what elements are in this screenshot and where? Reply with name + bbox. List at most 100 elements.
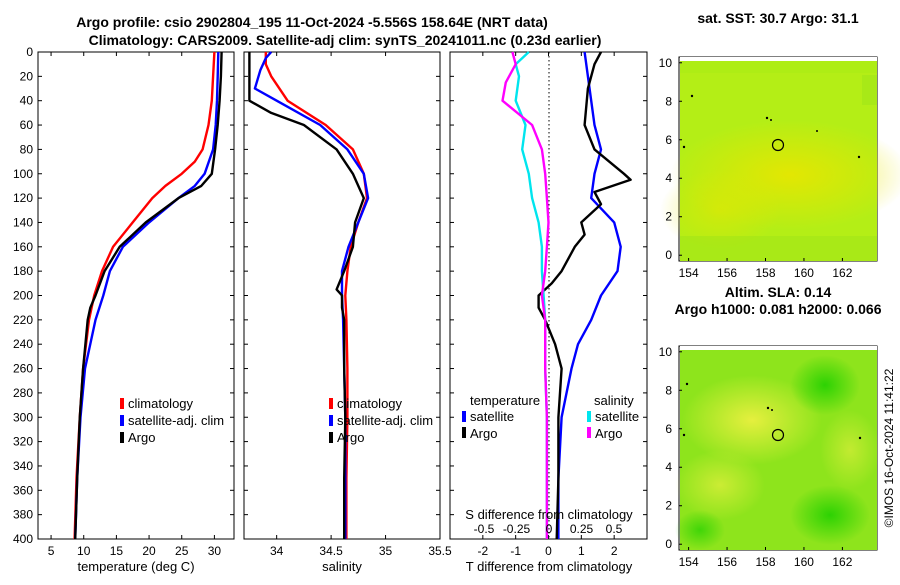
sla-low-patch — [790, 355, 860, 415]
salinity-difference-tick-labels: -0.5 -0.25 0 0.25 0.5 — [474, 522, 623, 536]
sst-nodata-strip — [680, 57, 877, 61]
legend-title-temperature: temperature — [470, 393, 540, 408]
map-x-tick-label: 160 — [794, 555, 814, 569]
map-y-tick-label: 8 — [665, 94, 672, 108]
series-line-salinity-argo — [501, 51, 550, 539]
legend-swatch-temp-satellite — [462, 411, 466, 422]
series-line-argo — [74, 51, 223, 540]
depth-tick-label: 400 — [13, 532, 33, 546]
depth-tick-label: 360 — [13, 483, 33, 497]
copyright-stamp: ©IMOS 16-Oct-2024 11:41:22 — [882, 368, 896, 527]
series-line-temperature-satellite — [557, 51, 622, 539]
sst-map-title: sat. SST: 30.7 Argo: 31.1 — [697, 10, 859, 26]
legend-swatch-satellite — [120, 415, 124, 426]
x-tick-label: 0 — [545, 544, 552, 558]
depth-tick-label: 20 — [20, 69, 34, 83]
map-x-tick-label: 162 — [832, 266, 852, 280]
legend-swatch-argo — [329, 432, 333, 443]
legend-swatch-climatology — [329, 398, 333, 409]
map-x-tick-label: 160 — [794, 266, 814, 280]
map-y-tick-label: 4 — [665, 171, 672, 185]
map-y-tick-label: 8 — [665, 383, 672, 397]
sst-heatmap — [660, 57, 900, 261]
difference-tick-marks: -2 -1 0 1 2 — [450, 51, 647, 558]
legend-label-argo: Argo — [337, 430, 364, 445]
map-y-tick-label: 4 — [665, 460, 672, 474]
sla-map-panel: Altim. SLA: 0.14 Argo h1000: 0.081 h2000… — [659, 284, 882, 569]
salinity-series — [248, 51, 370, 539]
depth-tick-label: 320 — [13, 435, 33, 449]
depth-tick-labels: 0 20 40 60 80 100 120 140 160 180 200 220 240 260 280 3… — [13, 45, 33, 546]
legend-swatch-satellite — [329, 415, 333, 426]
sla-high-patch — [682, 375, 822, 465]
difference-top-xlabel: S difference from climatology — [465, 507, 633, 522]
legend-swatch-sal-argo — [587, 427, 591, 438]
legend-label-satellite: satellite-adj. clim — [337, 413, 433, 428]
x-tick-label: -2 — [477, 544, 488, 558]
map-y-tick-label: 10 — [659, 345, 673, 359]
series-line-temperature-argo — [537, 51, 632, 540]
x-tick-label: 34.5 — [319, 544, 343, 558]
depth-tick-label: 380 — [13, 508, 33, 522]
x-tick-label: 30 — [208, 544, 222, 558]
x-tick-label: 2 — [611, 544, 618, 558]
depth-tick-label: 180 — [13, 264, 33, 278]
s-diff-tick-label: -0.25 — [503, 522, 531, 536]
depth-tick-label: 340 — [13, 459, 33, 473]
island-marker — [771, 409, 773, 411]
map-y-tick-label: 2 — [665, 210, 672, 224]
depth-tick-label: 260 — [13, 362, 33, 376]
figure-title-line2: Climatology: CARS2009. Satellite-adj cli… — [89, 32, 602, 48]
temperature-xlabel: temperature (deg C) — [77, 559, 194, 574]
depth-tick-label: 40 — [20, 94, 34, 108]
island-marker — [766, 406, 770, 410]
legend-label-temp-argo: Argo — [470, 426, 497, 441]
s-diff-tick-label: 0 — [546, 522, 553, 536]
sst-map-panel: sat. SST: 30.7 Argo: 31.1 154 156 158 160 16… — [659, 10, 900, 280]
depth-tick-label: 240 — [13, 337, 33, 351]
depth-tick-label: 300 — [13, 410, 33, 424]
island-marker — [685, 382, 689, 386]
legend-swatch-sal-satellite — [587, 411, 591, 422]
map-y-tick-label: 0 — [665, 537, 672, 551]
sla-map-subtitle: Argo h1000: 0.081 h2000: 0.066 — [674, 301, 881, 317]
difference-series — [501, 51, 632, 540]
map-x-tick-label: 154 — [679, 555, 699, 569]
series-line-argo — [248, 52, 365, 539]
legend-label-climatology: climatology — [337, 396, 403, 411]
map-x-tick-label: 158 — [755, 266, 775, 280]
map-y-tick-label: 10 — [659, 56, 673, 70]
sla-low-patch — [790, 485, 870, 545]
legend-label-sal-satellite: satellite — [595, 409, 639, 424]
x-tick-label: 35.5 — [428, 544, 452, 558]
difference-legend: temperature satellite Argo salinity sate… — [462, 393, 639, 441]
legend-title-salinity: salinity — [594, 393, 634, 408]
depth-tick-label: 140 — [13, 215, 33, 229]
map-y-tick-label: 6 — [665, 422, 672, 436]
series-line-satellite-adj-clim — [74, 51, 220, 540]
depth-tick-label: 100 — [13, 167, 33, 181]
sst-cool-band — [862, 75, 877, 105]
x-tick-label: 15 — [110, 544, 124, 558]
depth-tick-label: 160 — [13, 240, 33, 254]
s-diff-tick-label: 0.5 — [606, 522, 623, 536]
x-tick-label: 35 — [379, 544, 393, 558]
salinity-legend: climatology satellite-adj. clim Argo — [329, 396, 433, 445]
argo-location-marker — [771, 428, 785, 442]
temperature-legend: climatology satellite-adj. clim Argo — [120, 396, 224, 445]
temperature-series — [73, 51, 223, 540]
map-x-tick-label: 154 — [679, 266, 699, 280]
x-tick-label: 20 — [142, 544, 156, 558]
map-x-tick-label: 156 — [717, 555, 737, 569]
sla-nodata-strip — [680, 346, 877, 350]
island-marker — [770, 119, 772, 121]
sla-axis-ticks: 154 156 158 160 162 0 2 4 6 8 10 — [659, 345, 853, 569]
salinity-tick-marks: 34 34.5 35 35.5 — [244, 51, 452, 558]
map-x-tick-label: 156 — [717, 266, 737, 280]
depth-tick-label: 60 — [20, 118, 34, 132]
depth-tick-label: 280 — [13, 386, 33, 400]
depth-tick-label: 80 — [20, 142, 34, 156]
sst-cool-band — [680, 236, 877, 261]
island-marker — [682, 433, 686, 437]
legend-swatch-climatology — [120, 398, 124, 409]
